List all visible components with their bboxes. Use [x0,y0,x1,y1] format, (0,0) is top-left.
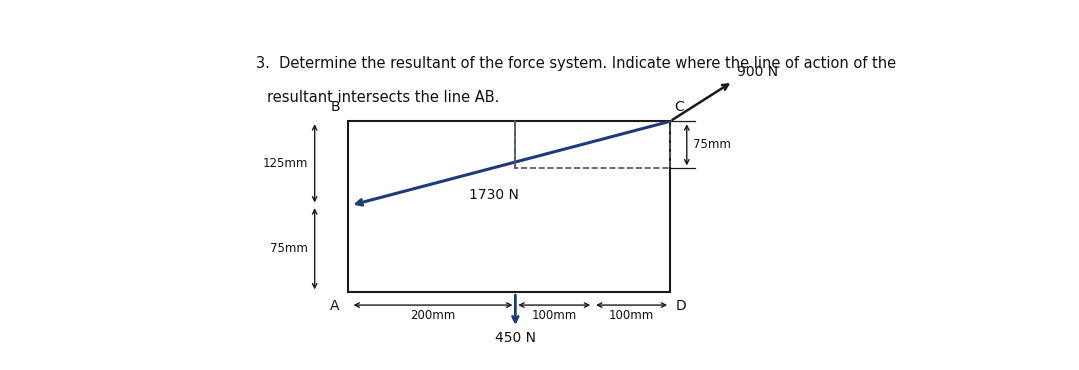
Text: 100mm: 100mm [532,309,577,322]
Text: 100mm: 100mm [609,309,654,322]
Text: 75mm: 75mm [270,242,308,255]
Text: 200mm: 200mm [410,309,455,322]
Text: resultant intersects the line AB.: resultant intersects the line AB. [267,90,500,105]
Text: 125mm: 125mm [262,157,308,170]
Text: 1730 N: 1730 N [469,188,519,202]
Text: 900 N: 900 N [737,65,778,78]
Text: 3.  Determine the resultant of the force system. Indicate where the line of acti: 3. Determine the resultant of the force … [256,56,897,71]
Bar [349,121,670,292]
Text: B: B [330,100,340,114]
Text: A: A [330,299,340,313]
Text: D: D [675,299,686,313]
Text: 75mm: 75mm [694,138,732,151]
Text: 450 N: 450 N [495,331,536,345]
Text: C: C [674,100,684,114]
